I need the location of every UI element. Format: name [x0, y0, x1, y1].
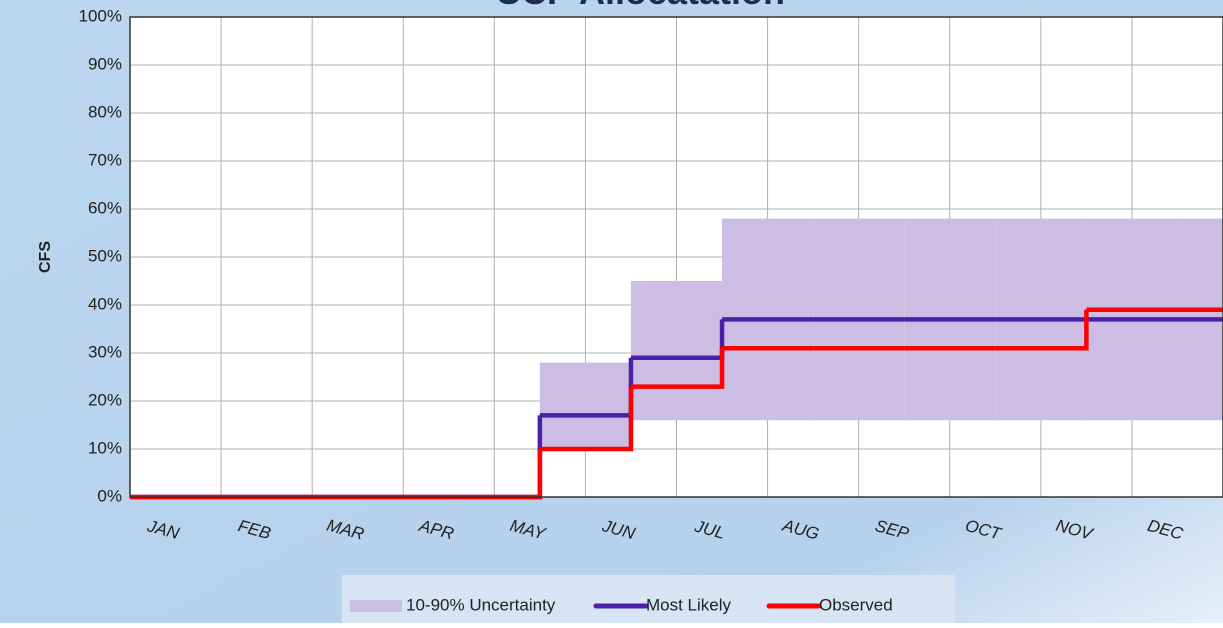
legend-swatch	[350, 600, 402, 612]
y-axis-label: CFS	[37, 241, 54, 273]
y-tick-label: 70%	[88, 150, 122, 169]
legend-label: 10-90% Uncertainty	[406, 595, 556, 614]
legend-label: Most Likely	[646, 595, 732, 614]
legend-label: Observed	[819, 595, 893, 614]
legend-box	[342, 575, 955, 623]
uncertainty-band	[539, 362, 631, 449]
step-line	[995, 309, 1089, 351]
y-tick-label: 60%	[88, 198, 122, 217]
y-tick-label: 30%	[88, 342, 122, 361]
step-line	[539, 386, 634, 452]
y-tick-label: 20%	[88, 390, 122, 409]
y-tick-label: 90%	[88, 54, 122, 73]
chart-title: CCP Allocatation	[495, 0, 785, 12]
y-tick-label: 0%	[97, 486, 122, 505]
y-tick-label: 50%	[88, 246, 122, 265]
step-line	[630, 348, 725, 389]
plot-border	[129, 16, 1223, 498]
uncertainty-band	[630, 281, 723, 421]
y-tick-label: 40%	[88, 294, 122, 313]
y-tick-label: 10%	[88, 438, 122, 457]
y-tick-label: 80%	[88, 102, 122, 121]
y-tick-label: 100%	[79, 6, 122, 25]
